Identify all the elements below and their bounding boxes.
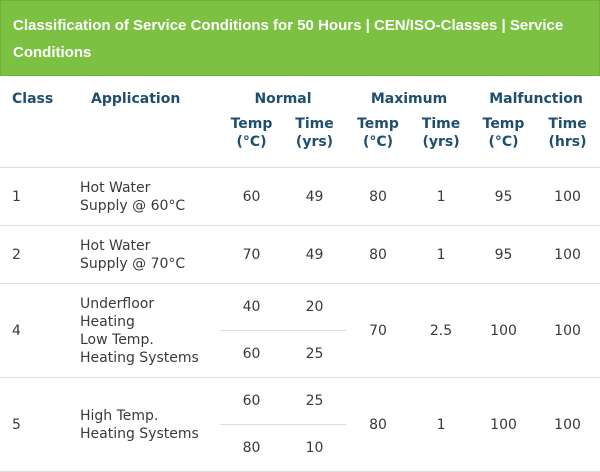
max-time-cell: 1 <box>410 377 473 472</box>
table-row: 2 Hot Water Supply @ 70°C 70 49 80 1 95 … <box>0 226 600 284</box>
max-time-cell: 1 <box>436 246 446 263</box>
normal-time-cell: 10 <box>305 440 324 456</box>
max-temp-cell: 80 <box>369 188 387 205</box>
application-cell: High Temp. Heating Systems <box>79 377 220 472</box>
normal-temp-cell: 80 <box>242 440 261 456</box>
normal-time-cell: 49 <box>305 188 324 205</box>
header-mal-temp: Temp (°C) <box>482 116 525 150</box>
header-class: Class <box>12 91 54 107</box>
max-temp-cell: 70 <box>346 283 411 378</box>
class-cell: 4 <box>0 283 79 378</box>
mal-time-cell: 100 <box>535 283 600 378</box>
class-cell: 2 <box>12 246 21 263</box>
table-row: 5 High Temp. Heating Systems 60 25 80 1 … <box>0 377 600 472</box>
header-maximum: Maximum <box>370 91 448 107</box>
application-cell: Hot Water Supply @ 60°C <box>80 179 186 214</box>
mal-time-cell: 100 <box>535 377 600 472</box>
normal-temp-cell: 60 <box>242 188 261 205</box>
table-row: 60 25 <box>0 331 600 378</box>
table-row: 4 Underfloor Heating Low Temp. Heating S… <box>0 283 600 378</box>
max-time-cell: 2.5 <box>410 283 473 378</box>
normal-time-cell: 49 <box>305 246 324 263</box>
normal-temp-cell: 70 <box>242 246 261 263</box>
normal-time-cell: 25 <box>283 377 347 425</box>
application-cell: Hot Water Supply @ 70°C <box>80 237 186 272</box>
header-malfunction: Malfunction <box>489 91 583 107</box>
mal-temp-cell: 95 <box>494 246 513 263</box>
header-max-time: Time (yrs) <box>421 116 461 150</box>
mal-temp-cell: 100 <box>472 283 536 378</box>
class-cell: 1 <box>12 188 21 205</box>
mal-temp-cell: 100 <box>472 377 536 472</box>
max-time-cell: 1 <box>436 188 446 205</box>
header-normal-temp: Temp (°C) <box>230 116 273 150</box>
mal-time-cell: 100 <box>554 246 581 263</box>
table-row: 1 Hot Water Supply @ 60°C 60 49 80 1 95 … <box>0 168 600 226</box>
normal-temp-cell: 40 <box>220 283 283 331</box>
max-temp-cell: 80 <box>346 377 411 472</box>
normal-temp-cell: 60 <box>220 377 283 425</box>
table-title: Classification of Service Conditions for… <box>0 0 600 76</box>
header-max-temp: Temp (°C) <box>357 116 399 150</box>
application-cell: Underfloor Heating Low Temp. Heating Sys… <box>79 283 220 378</box>
class-cell: 5 <box>0 377 79 472</box>
header-mal-time: Time (hrs) <box>548 116 587 150</box>
header-normal-time: Time (yrs) <box>295 116 334 150</box>
max-temp-cell: 80 <box>369 246 387 263</box>
header-normal: Normal <box>254 91 312 107</box>
normal-time-cell: 25 <box>305 346 324 362</box>
mal-time-cell: 100 <box>554 188 581 205</box>
normal-temp-cell: 60 <box>242 346 261 362</box>
header-application: Application <box>91 91 181 107</box>
service-conditions-table: Class Application Normal Maximum Malfunc… <box>0 76 600 472</box>
normal-time-cell: 20 <box>283 283 347 331</box>
mal-temp-cell: 95 <box>494 188 513 205</box>
